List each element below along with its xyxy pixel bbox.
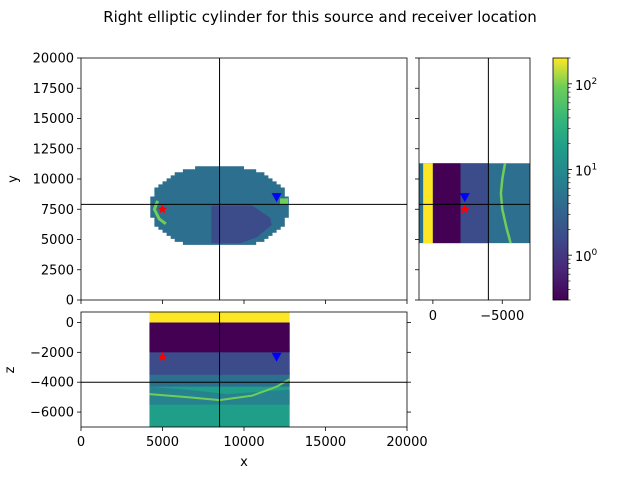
xz-y-tick-label: −6000: [30, 406, 74, 421]
xz-y-tick-label: −4000: [30, 376, 74, 391]
xz-x-tick-label: 15000: [305, 435, 346, 450]
xy-y-tick-label: 17500: [33, 82, 74, 97]
xy-panel: 0 2500 5000 7500 10000 12500 15000 17500 20000 y: [6, 52, 408, 309]
xz-high-value-edge: [149, 378, 291, 402]
xz-y-axis: 0 −2000 −4000 −6000: [30, 316, 411, 421]
yz-y-axis-ticks: [415, 57, 419, 301]
xz-panel: 0 5000 10000 15000 20000 0−2000−4000−6000 x …: [3, 311, 428, 470]
xy-y-tick-label: 2500: [41, 263, 74, 278]
xz-x-tick-label: 10000: [223, 435, 264, 450]
yz-x-tick-label: −5000: [480, 309, 524, 324]
yz-map-layer: [419, 58, 530, 300]
xz-x-axis-label: x: [240, 455, 248, 470]
xy-y-tick-label: 15000: [33, 112, 74, 127]
colorbar-tick-exponent: 1: [592, 162, 598, 172]
colorbar-tick-exponent: 0: [592, 248, 598, 258]
xy-high-value-edge: [152, 200, 167, 226]
xy-x-axis-ticks: [80, 300, 408, 304]
xy-receiver-marker: [271, 193, 282, 203]
xy-y-tick-label: 10000: [33, 173, 74, 188]
xy-y-tick-label: 7500: [41, 203, 74, 218]
xz-x-axis: 0 5000 10000 15000 20000: [77, 427, 428, 450]
yz-source-marker: [460, 204, 470, 214]
xy-y-tick-label: 0: [66, 294, 74, 309]
xz-x-tick-label: 20000: [386, 435, 427, 450]
xy-y-tick-label: 5000: [41, 233, 74, 248]
xy-y-axis-label: y: [6, 175, 21, 183]
xz-map-layer: [81, 312, 407, 427]
colorbar-tick-exponent: 2: [592, 77, 598, 87]
yz-receiver-marker: [459, 193, 470, 203]
xz-y-axis-label: z: [3, 366, 18, 373]
xz-y-tick-label: 0: [66, 316, 74, 331]
yz-high-value-edge: [499, 163, 512, 244]
xz-x-tick-label: 0: [77, 435, 85, 450]
xy-y-tick-label: 12500: [33, 142, 74, 157]
yz-shallow-layer: [432, 163, 461, 244]
colorbar-gradient: [552, 57, 569, 301]
xy-y-tick-label: 20000: [33, 52, 74, 67]
xz-receiver-marker: [271, 352, 282, 362]
yz-x-tick-label: 0: [429, 309, 437, 324]
xy-y-axis: 0 2500 5000 7500 10000 12500 15000 17500 20000: [33, 52, 81, 309]
xz-source-marker: [157, 351, 168, 361]
yz-x-axis: 0 −5000: [429, 300, 524, 324]
yz-middle-layer: [460, 163, 489, 244]
xy-low-value-region: [211, 205, 272, 244]
colorbar-tick-label: 102: [575, 77, 597, 94]
xy-map-layer: [81, 58, 407, 300]
xy-source-marker: [157, 204, 168, 214]
xz-y-tick-label: −2000: [30, 346, 74, 361]
xz-x-tick-label: 5000: [146, 435, 179, 450]
chart-title: Right elliptic cylinder for this source …: [103, 8, 537, 26]
yz-air-layer: [423, 163, 433, 244]
xy-high-value-patch: [279, 198, 288, 205]
colorbar-tick-label: 100: [575, 248, 598, 265]
colorbar-tick-label: 101: [575, 162, 597, 179]
yz-panel: 0 −5000: [415, 57, 531, 324]
